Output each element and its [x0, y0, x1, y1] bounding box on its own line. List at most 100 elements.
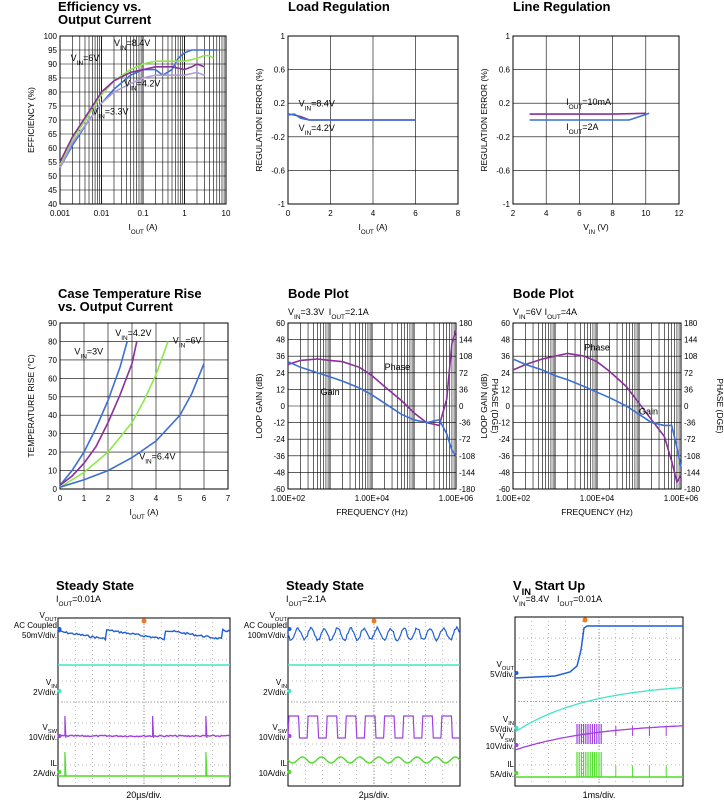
channel-label: VOUT: [270, 611, 288, 623]
channel-marker: [514, 671, 519, 675]
y2-tick-label: 0: [459, 402, 464, 411]
x-tick-label: 12: [675, 209, 684, 218]
y-tick-label: -0.6: [271, 166, 285, 175]
channel-label: IL: [50, 759, 57, 768]
channel-marker: [514, 743, 519, 747]
y-tick-label: 60: [501, 319, 510, 328]
chart-line: Line Regulation 2 4 6 8 10 12 -1 -0.6 -0.2 0.2 0.6 1…: [479, 0, 684, 236]
x-axis-label: IOUT (A): [130, 507, 159, 521]
y-tick-label: 0.6: [274, 66, 286, 75]
channel-label: VOUT: [40, 611, 58, 623]
chart-title: Load Regulation: [288, 0, 390, 14]
channel-label: 10A/div.: [259, 769, 287, 778]
channel-marker: [57, 627, 62, 631]
y-tick-label: 12: [501, 385, 510, 394]
y-axis-label: REGULATION ERROR (%): [479, 68, 489, 171]
channel-label: AC Coupled: [14, 621, 57, 630]
series-line-vin-4-2v: [287, 113, 416, 121]
channel-label: 5V/div.: [490, 725, 514, 734]
y2-tick-label: -180: [684, 485, 701, 494]
scope-subtitle: IOUT=0.01A: [56, 594, 101, 608]
x-tick-label: 1.00E+02: [496, 494, 531, 503]
y-tick-label: 10: [48, 467, 57, 476]
y-tick-label: 60: [276, 319, 285, 328]
channel-marker: [57, 770, 62, 774]
x-tick-label: 0.1: [137, 209, 149, 218]
series-line-iout-10ma: [529, 112, 646, 115]
y-tick-label: 80: [48, 337, 57, 346]
y-tick-label: -36: [498, 452, 510, 461]
chart-title: Bode Plot: [288, 286, 349, 301]
x-tick-label: 0: [286, 209, 291, 218]
series-line-phase: [287, 329, 457, 427]
y2-tick-label: -72: [459, 435, 471, 444]
y-tick-label: 70: [48, 116, 57, 125]
series-line-vin-6v: [59, 54, 214, 166]
y-axis-label: EFFICIENCY (%): [26, 87, 36, 153]
trace-vsw: [57, 734, 231, 738]
x-axis-label: FREQUENCY (Hz): [336, 507, 408, 517]
y-tick-label: 0: [53, 485, 58, 494]
x-tick-label: 1.00E+04: [580, 494, 615, 503]
series-line-vin-4-2v: [59, 341, 138, 486]
x-tick-label: 10: [222, 209, 231, 218]
y-axis-label: REGULATION ERROR (%): [254, 68, 264, 171]
y-tick-label: 20: [48, 448, 57, 457]
y-tick-label: 60: [48, 144, 57, 153]
y-tick-label: 24: [501, 369, 510, 378]
y2-tick-label: -36: [459, 419, 471, 428]
channel-marker: [514, 726, 519, 730]
channel-label: VIN: [503, 715, 514, 727]
x-tick-label: 0.001: [50, 209, 71, 218]
y2-axis-label: PHASE (DGE): [715, 378, 724, 433]
channel-label: 50mV/div.: [22, 631, 57, 640]
x-tick-label: 1.00E+04: [355, 494, 390, 503]
annotation-label: IOUT=2A: [566, 122, 598, 136]
scope-title: Steady State: [56, 578, 134, 593]
timebase-label: 2µs/div.: [359, 790, 390, 800]
y2-tick-label: -108: [684, 452, 701, 461]
y-tick-label: 36: [501, 352, 510, 361]
x-tick-label: 3: [130, 494, 135, 503]
annotation-label: VIN=6.4V: [139, 451, 175, 465]
timebase-label: 1ms/div.: [583, 790, 616, 800]
series-line-gain: [512, 358, 682, 468]
y-tick-label: 48: [501, 336, 510, 345]
channel-label: VSW: [499, 732, 514, 744]
y-tick-label: 0.2: [274, 99, 286, 108]
y-tick-label: 1: [281, 32, 286, 41]
x-tick-label: 4: [371, 209, 376, 218]
y-tick-label: 50: [48, 393, 57, 402]
x-tick-label: 6: [202, 494, 207, 503]
trace-vin: [514, 686, 684, 733]
channel-label: VSW: [42, 723, 57, 735]
x-tick-label: 10: [641, 209, 650, 218]
chart-title: Efficiency vs.: [58, 0, 141, 14]
y-tick-label: 0.6: [499, 66, 511, 75]
y-tick-label: 85: [48, 74, 57, 83]
channel-label: 10V/div.: [486, 742, 514, 751]
x-tick-label: 6: [577, 209, 582, 218]
y-tick-label: 40: [48, 411, 57, 420]
chart-subtitle: VIN=3.3V: [288, 307, 324, 321]
chart-title: Line Regulation: [513, 0, 611, 14]
x-tick-label: 1: [182, 209, 187, 218]
trigger-marker: [582, 617, 588, 623]
y-tick-label: 65: [48, 130, 57, 139]
annotation-label: IOUT=10mA: [566, 97, 611, 111]
scope-title: Steady State: [286, 578, 364, 593]
x-tick-label: 7: [226, 494, 231, 503]
series-line-vin-3v: [59, 341, 128, 486]
series-line-vin-8-4v: [59, 363, 205, 488]
annotation-label: VIN=6V: [71, 53, 100, 66]
annotation-label: Gain: [321, 387, 340, 397]
annotation-label: VIN=4.2V: [124, 78, 160, 92]
annotation-label: Phase: [385, 362, 411, 372]
y-tick-label: -60: [498, 485, 510, 494]
annotation-label: VIN=4.2V: [299, 123, 335, 137]
y-tick-label: -36: [273, 452, 285, 461]
y-tick-label: 0: [506, 402, 511, 411]
channel-label: VIN: [276, 678, 287, 690]
y2-tick-label: -180: [459, 485, 476, 494]
